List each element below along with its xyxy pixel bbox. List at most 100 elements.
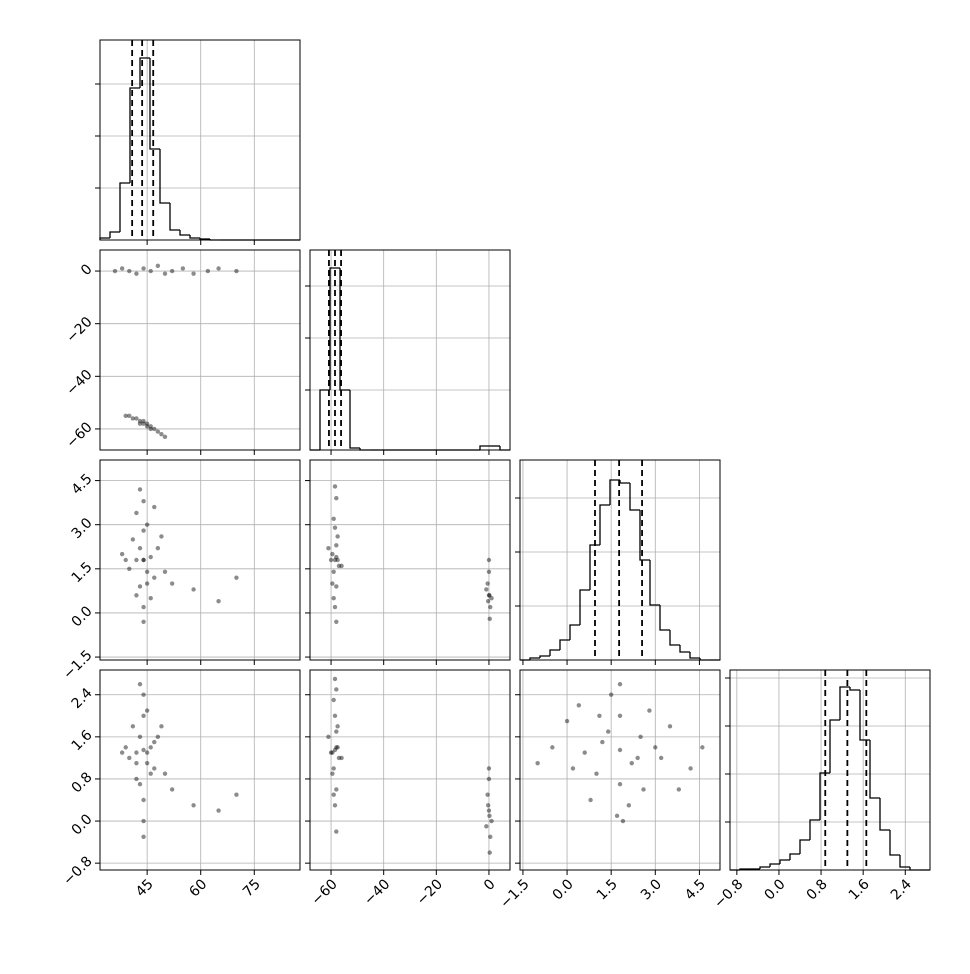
scatter-point bbox=[332, 525, 338, 530]
scatter-point bbox=[488, 834, 493, 840]
scatter-point bbox=[486, 593, 492, 598]
y-tick-label: 0 bbox=[78, 261, 96, 279]
panel-frame bbox=[309, 459, 511, 661]
hist-step bbox=[339, 268, 350, 391]
scatter-point bbox=[148, 771, 153, 776]
scatter-point bbox=[159, 432, 164, 437]
scatter-point bbox=[487, 593, 492, 598]
panel-frame bbox=[99, 249, 301, 451]
hist-step bbox=[549, 649, 560, 656]
x-tick-label: −20 bbox=[414, 876, 446, 908]
hist-step bbox=[659, 605, 670, 631]
hist-step bbox=[319, 389, 330, 450]
scatter-point bbox=[328, 750, 334, 755]
scatter-point bbox=[119, 551, 125, 557]
hist-step bbox=[839, 686, 850, 720]
scatter-point bbox=[606, 729, 611, 734]
scatter-point bbox=[127, 755, 132, 761]
hist-step bbox=[649, 560, 660, 606]
hist-step bbox=[689, 652, 700, 659]
scatter-point bbox=[485, 581, 490, 586]
scatter-point bbox=[700, 745, 705, 750]
scatter-point bbox=[137, 734, 143, 740]
scatter-point bbox=[335, 745, 340, 750]
scatter-point bbox=[162, 771, 168, 776]
scatter-point bbox=[123, 745, 128, 750]
hist-step bbox=[569, 624, 580, 640]
x-tick-label: 45 bbox=[133, 876, 157, 900]
hist-step bbox=[799, 839, 810, 854]
scatter-point bbox=[169, 581, 175, 586]
scatter-point bbox=[487, 813, 492, 818]
scatter-point bbox=[332, 604, 338, 610]
scatter-point bbox=[119, 266, 125, 271]
hist-step bbox=[579, 589, 590, 625]
scatter-point bbox=[137, 487, 143, 492]
scatter-point bbox=[332, 484, 338, 489]
scatter-point bbox=[330, 581, 335, 586]
scatter-point bbox=[141, 266, 146, 271]
scatter-point bbox=[597, 713, 602, 718]
hist-step bbox=[879, 798, 890, 831]
scatter-point bbox=[535, 760, 540, 766]
y-tick-label: 3.0 bbox=[69, 515, 96, 542]
scatter-point bbox=[326, 546, 331, 551]
scatter-point bbox=[334, 787, 339, 792]
y-tick-label: −20 bbox=[63, 314, 95, 346]
scatter-point bbox=[141, 619, 146, 624]
scatter-point bbox=[676, 787, 682, 792]
scatter-point bbox=[141, 498, 146, 504]
scatter-point bbox=[234, 575, 239, 580]
hist-step bbox=[889, 830, 900, 856]
scatter-point bbox=[629, 760, 634, 766]
hist-step bbox=[629, 483, 640, 511]
scatter-point bbox=[641, 787, 646, 792]
x-tick-label: 0 bbox=[481, 876, 499, 894]
scatter-point bbox=[334, 554, 339, 560]
hist-step bbox=[159, 149, 170, 204]
x-tick-label: 1.6 bbox=[846, 876, 873, 903]
scatter-point bbox=[234, 792, 239, 797]
scatter-point bbox=[148, 424, 153, 429]
scatter-point bbox=[137, 584, 143, 589]
scatter-point bbox=[134, 750, 139, 755]
hist-step bbox=[559, 639, 570, 650]
scatter-point bbox=[330, 750, 335, 755]
scatter-point bbox=[330, 551, 335, 557]
scatter-point bbox=[608, 692, 614, 697]
scatter-point bbox=[485, 598, 491, 604]
x-tick-label: 1.5 bbox=[594, 876, 621, 903]
y-tick-label: −40 bbox=[63, 367, 95, 399]
scatter-point bbox=[334, 543, 339, 548]
scatter-point bbox=[152, 426, 157, 432]
scatter-point bbox=[130, 724, 136, 729]
scatter-point bbox=[123, 557, 128, 563]
scatter-point bbox=[119, 750, 125, 755]
x-tick-label: 4.5 bbox=[682, 876, 709, 903]
scatter-point bbox=[155, 263, 161, 268]
x-tick-label: 3.0 bbox=[638, 876, 665, 903]
y-tick-label: 0.0 bbox=[69, 811, 96, 838]
scatter-point bbox=[334, 496, 339, 501]
scatter-point bbox=[594, 771, 599, 776]
scatter-point bbox=[331, 766, 336, 771]
scatter-point bbox=[484, 587, 489, 592]
x-tick-label: 0.0 bbox=[762, 876, 789, 903]
scatter-point bbox=[550, 745, 555, 750]
scatter-point bbox=[617, 747, 623, 753]
scatter-point bbox=[144, 522, 150, 527]
hist-step bbox=[149, 58, 160, 150]
scatter-point bbox=[588, 797, 593, 803]
hist-step bbox=[179, 230, 190, 236]
hist-step bbox=[499, 446, 510, 451]
scatter-point bbox=[159, 724, 164, 729]
hist-step bbox=[479, 445, 490, 450]
hist-step bbox=[599, 504, 610, 545]
scatter-point bbox=[486, 766, 492, 771]
scatter-point bbox=[144, 708, 150, 713]
scatter-point bbox=[339, 755, 344, 761]
hist-step bbox=[529, 657, 540, 660]
scatter-point bbox=[617, 713, 623, 718]
y-tick-label: 2.4 bbox=[69, 685, 96, 712]
